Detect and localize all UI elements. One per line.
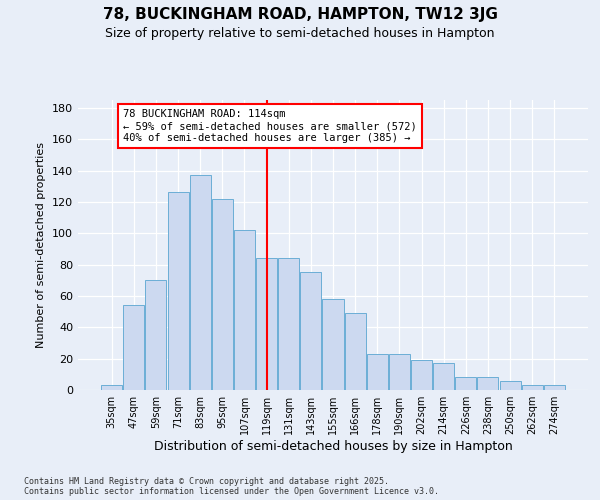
Bar [322, 299, 344, 390]
Bar [190, 175, 211, 390]
Bar [101, 386, 122, 390]
Bar [124, 306, 145, 390]
Text: 78, BUCKINGHAM ROAD, HAMPTON, TW12 3JG: 78, BUCKINGHAM ROAD, HAMPTON, TW12 3JG [103, 8, 497, 22]
Bar [500, 380, 521, 390]
Bar [433, 364, 454, 390]
Text: 78 BUCKINGHAM ROAD: 114sqm
← 59% of semi-detached houses are smaller (572)
40% o: 78 BUCKINGHAM ROAD: 114sqm ← 59% of semi… [123, 110, 416, 142]
Bar [301, 272, 322, 390]
Bar [455, 378, 476, 390]
Bar [478, 378, 499, 390]
Text: Contains HM Land Registry data © Crown copyright and database right 2025.
Contai: Contains HM Land Registry data © Crown c… [24, 476, 439, 496]
Bar [167, 192, 188, 390]
Bar [256, 258, 277, 390]
Bar [344, 313, 365, 390]
Bar [145, 280, 166, 390]
Bar [367, 354, 388, 390]
Bar [212, 199, 233, 390]
Bar [389, 354, 410, 390]
X-axis label: Distribution of semi-detached houses by size in Hampton: Distribution of semi-detached houses by … [154, 440, 512, 453]
Y-axis label: Number of semi-detached properties: Number of semi-detached properties [37, 142, 46, 348]
Bar [278, 258, 299, 390]
Text: Size of property relative to semi-detached houses in Hampton: Size of property relative to semi-detach… [105, 28, 495, 40]
Bar [521, 386, 542, 390]
Bar [411, 360, 432, 390]
Bar [234, 230, 255, 390]
Bar [544, 386, 565, 390]
